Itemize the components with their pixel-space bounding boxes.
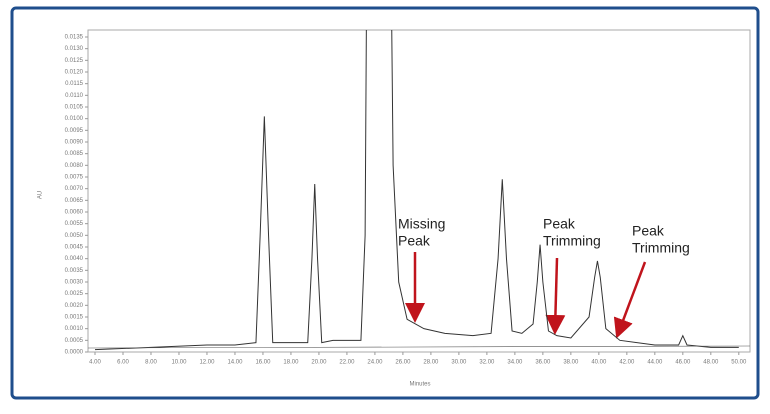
y-tick-label: 0.0015 <box>65 315 84 321</box>
x-tick-label: 32.00 <box>479 360 495 366</box>
y-tick-label: 0.0130 <box>65 46 84 52</box>
baseline <box>87 345 751 349</box>
x-tick-label: 48.00 <box>703 360 719 366</box>
y-axis-label: AU <box>38 191 44 199</box>
y-tick-label: 0.0035 <box>65 268 84 274</box>
trace <box>94 30 739 351</box>
y-tick-label: 0.0075 <box>65 175 84 181</box>
y-tick-label: 0.0025 <box>65 291 84 297</box>
x-tick-label: 12.00 <box>199 360 215 366</box>
x-tick-label: 16.00 <box>255 360 271 366</box>
x-tick-label: 10.00 <box>171 360 187 366</box>
y-tick-label: 0.0005 <box>65 338 84 344</box>
x-tick-label: 14.00 <box>227 360 243 366</box>
y-tick-label: 0.0095 <box>65 128 84 134</box>
y-tick-label: 0.0030 <box>65 280 84 286</box>
x-tick-label: 4.00 <box>89 360 101 366</box>
plot-border <box>87 29 751 353</box>
x-tick-label: 38.00 <box>563 360 579 366</box>
annotation-arrow <box>613 261 647 339</box>
frame <box>10 6 760 400</box>
x-tick-label: 8.00 <box>145 360 157 366</box>
x-tick-label: 40.00 <box>591 360 607 366</box>
annotation-text: Missing <box>398 216 445 232</box>
x-tick-label: 24.00 <box>367 360 383 366</box>
annotation-text: Peak <box>543 216 576 232</box>
y-tick-label: 0.0115 <box>65 81 84 87</box>
x-tick-label: 46.00 <box>675 360 691 366</box>
y-tick-label: 0.0085 <box>65 151 84 157</box>
x-tick-label: 50.00 <box>731 360 747 366</box>
y-tick-label: 0.0070 <box>65 186 84 192</box>
annotation-text: Trimming <box>543 233 601 249</box>
y-tick-label: 0.0125 <box>65 58 84 64</box>
x-tick-label: 6.00 <box>117 360 129 366</box>
x-tick-label: 22.00 <box>339 360 355 366</box>
x-tick-label: 20.00 <box>311 360 327 366</box>
annotation-text: Peak <box>632 223 665 239</box>
annotation-arrow <box>545 257 566 335</box>
y-tick-label: 0.0000 <box>65 350 84 356</box>
y-tick-label: 0.0040 <box>65 256 84 262</box>
y-tick-label: 0.0010 <box>65 326 84 332</box>
y-tick-label: 0.0080 <box>65 163 84 169</box>
y-tick-label: 0.0045 <box>65 245 84 251</box>
x-tick-label: 36.00 <box>535 360 551 366</box>
y-tick-label: 0.0105 <box>65 105 84 111</box>
y-tick-label: 0.0090 <box>65 140 84 146</box>
x-axis-label: Minutes <box>409 382 430 388</box>
x-tick-label: 42.00 <box>619 360 635 366</box>
x-tick-label: 44.00 <box>647 360 663 366</box>
x-tick-label: 26.00 <box>395 360 411 366</box>
y-tick-label: 0.0050 <box>65 233 84 239</box>
y-tick-label: 0.0065 <box>65 198 84 204</box>
x-tick-label: 34.00 <box>507 360 523 366</box>
y-tick-label: 0.0100 <box>65 116 84 122</box>
y-tick-label: 0.0060 <box>65 210 84 216</box>
x-tick-label: 28.00 <box>423 360 439 366</box>
annotation-text: Trimming <box>632 240 690 256</box>
annotation-text: Peak <box>398 233 431 249</box>
y-tick-label: 0.0055 <box>65 221 84 227</box>
y-tick-label: 0.0020 <box>65 303 84 309</box>
y-tick-label: 0.0110 <box>65 93 84 99</box>
x-tick-label: 18.00 <box>283 360 299 366</box>
y-tick-label: 0.0135 <box>65 35 84 41</box>
x-tick-label: 30.00 <box>451 360 467 366</box>
y-tick-label: 0.0120 <box>65 70 84 76</box>
